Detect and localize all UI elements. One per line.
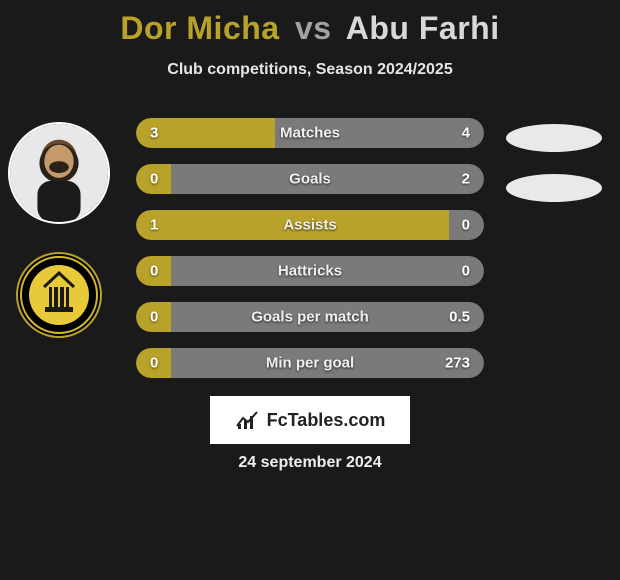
brand-text: FcTables.com xyxy=(267,410,386,431)
stat-value-right: 4 xyxy=(462,125,470,142)
stat-label: Hattricks xyxy=(278,263,342,280)
player-photo-placeholder-icon xyxy=(10,124,108,222)
chart-icon xyxy=(235,408,259,432)
stat-row: 3 4 Matches xyxy=(136,118,484,148)
right-placeholder-column xyxy=(506,124,602,224)
date-label: 24 september 2024 xyxy=(238,454,381,472)
player-photo xyxy=(8,122,110,224)
competition-subtitle: Club competitions, Season 2024/2025 xyxy=(0,61,620,79)
club-badge xyxy=(16,252,102,338)
brand-banner: FcTables.com xyxy=(210,396,410,444)
stat-value-left: 0 xyxy=(150,355,158,372)
placeholder-blob xyxy=(506,174,602,202)
stat-value-right: 2 xyxy=(462,171,470,188)
stat-value-left: 3 xyxy=(150,125,158,142)
player2-name: Abu Farhi xyxy=(346,10,500,46)
stat-label: Goals xyxy=(289,171,331,188)
stat-label: Min per goal xyxy=(266,355,354,372)
stat-value-left: 0 xyxy=(150,309,158,326)
stats-list: 3 4 Matches 0 2 Goals 1 0 Assists 0 0 Hattricks 0 0.5… xyxy=(136,118,484,394)
club-badge-icon xyxy=(19,255,99,335)
stat-label: Matches xyxy=(280,125,340,142)
stat-value-right: 0.5 xyxy=(449,309,470,326)
stat-value-left: 0 xyxy=(150,263,158,280)
stat-row: 0 2 Goals xyxy=(136,164,484,194)
stat-value-right: 273 xyxy=(445,355,470,372)
stat-row: 0 0.5 Goals per match xyxy=(136,302,484,332)
stat-row: 1 0 Assists xyxy=(136,210,484,240)
stat-row: 0 273 Min per goal xyxy=(136,348,484,378)
comparison-title: Dor Micha vs Abu Farhi xyxy=(0,0,620,47)
stat-value-right: 0 xyxy=(462,263,470,280)
left-avatar-column xyxy=(8,122,114,338)
stat-row: 0 0 Hattricks xyxy=(136,256,484,286)
placeholder-blob xyxy=(506,124,602,152)
stat-value-right: 0 xyxy=(462,217,470,234)
stat-value-left: 1 xyxy=(150,217,158,234)
stat-label: Goals per match xyxy=(251,309,369,326)
player1-name: Dor Micha xyxy=(120,10,279,46)
stat-value-left: 0 xyxy=(150,171,158,188)
vs-label: vs xyxy=(295,10,332,46)
stat-label: Assists xyxy=(283,217,336,234)
